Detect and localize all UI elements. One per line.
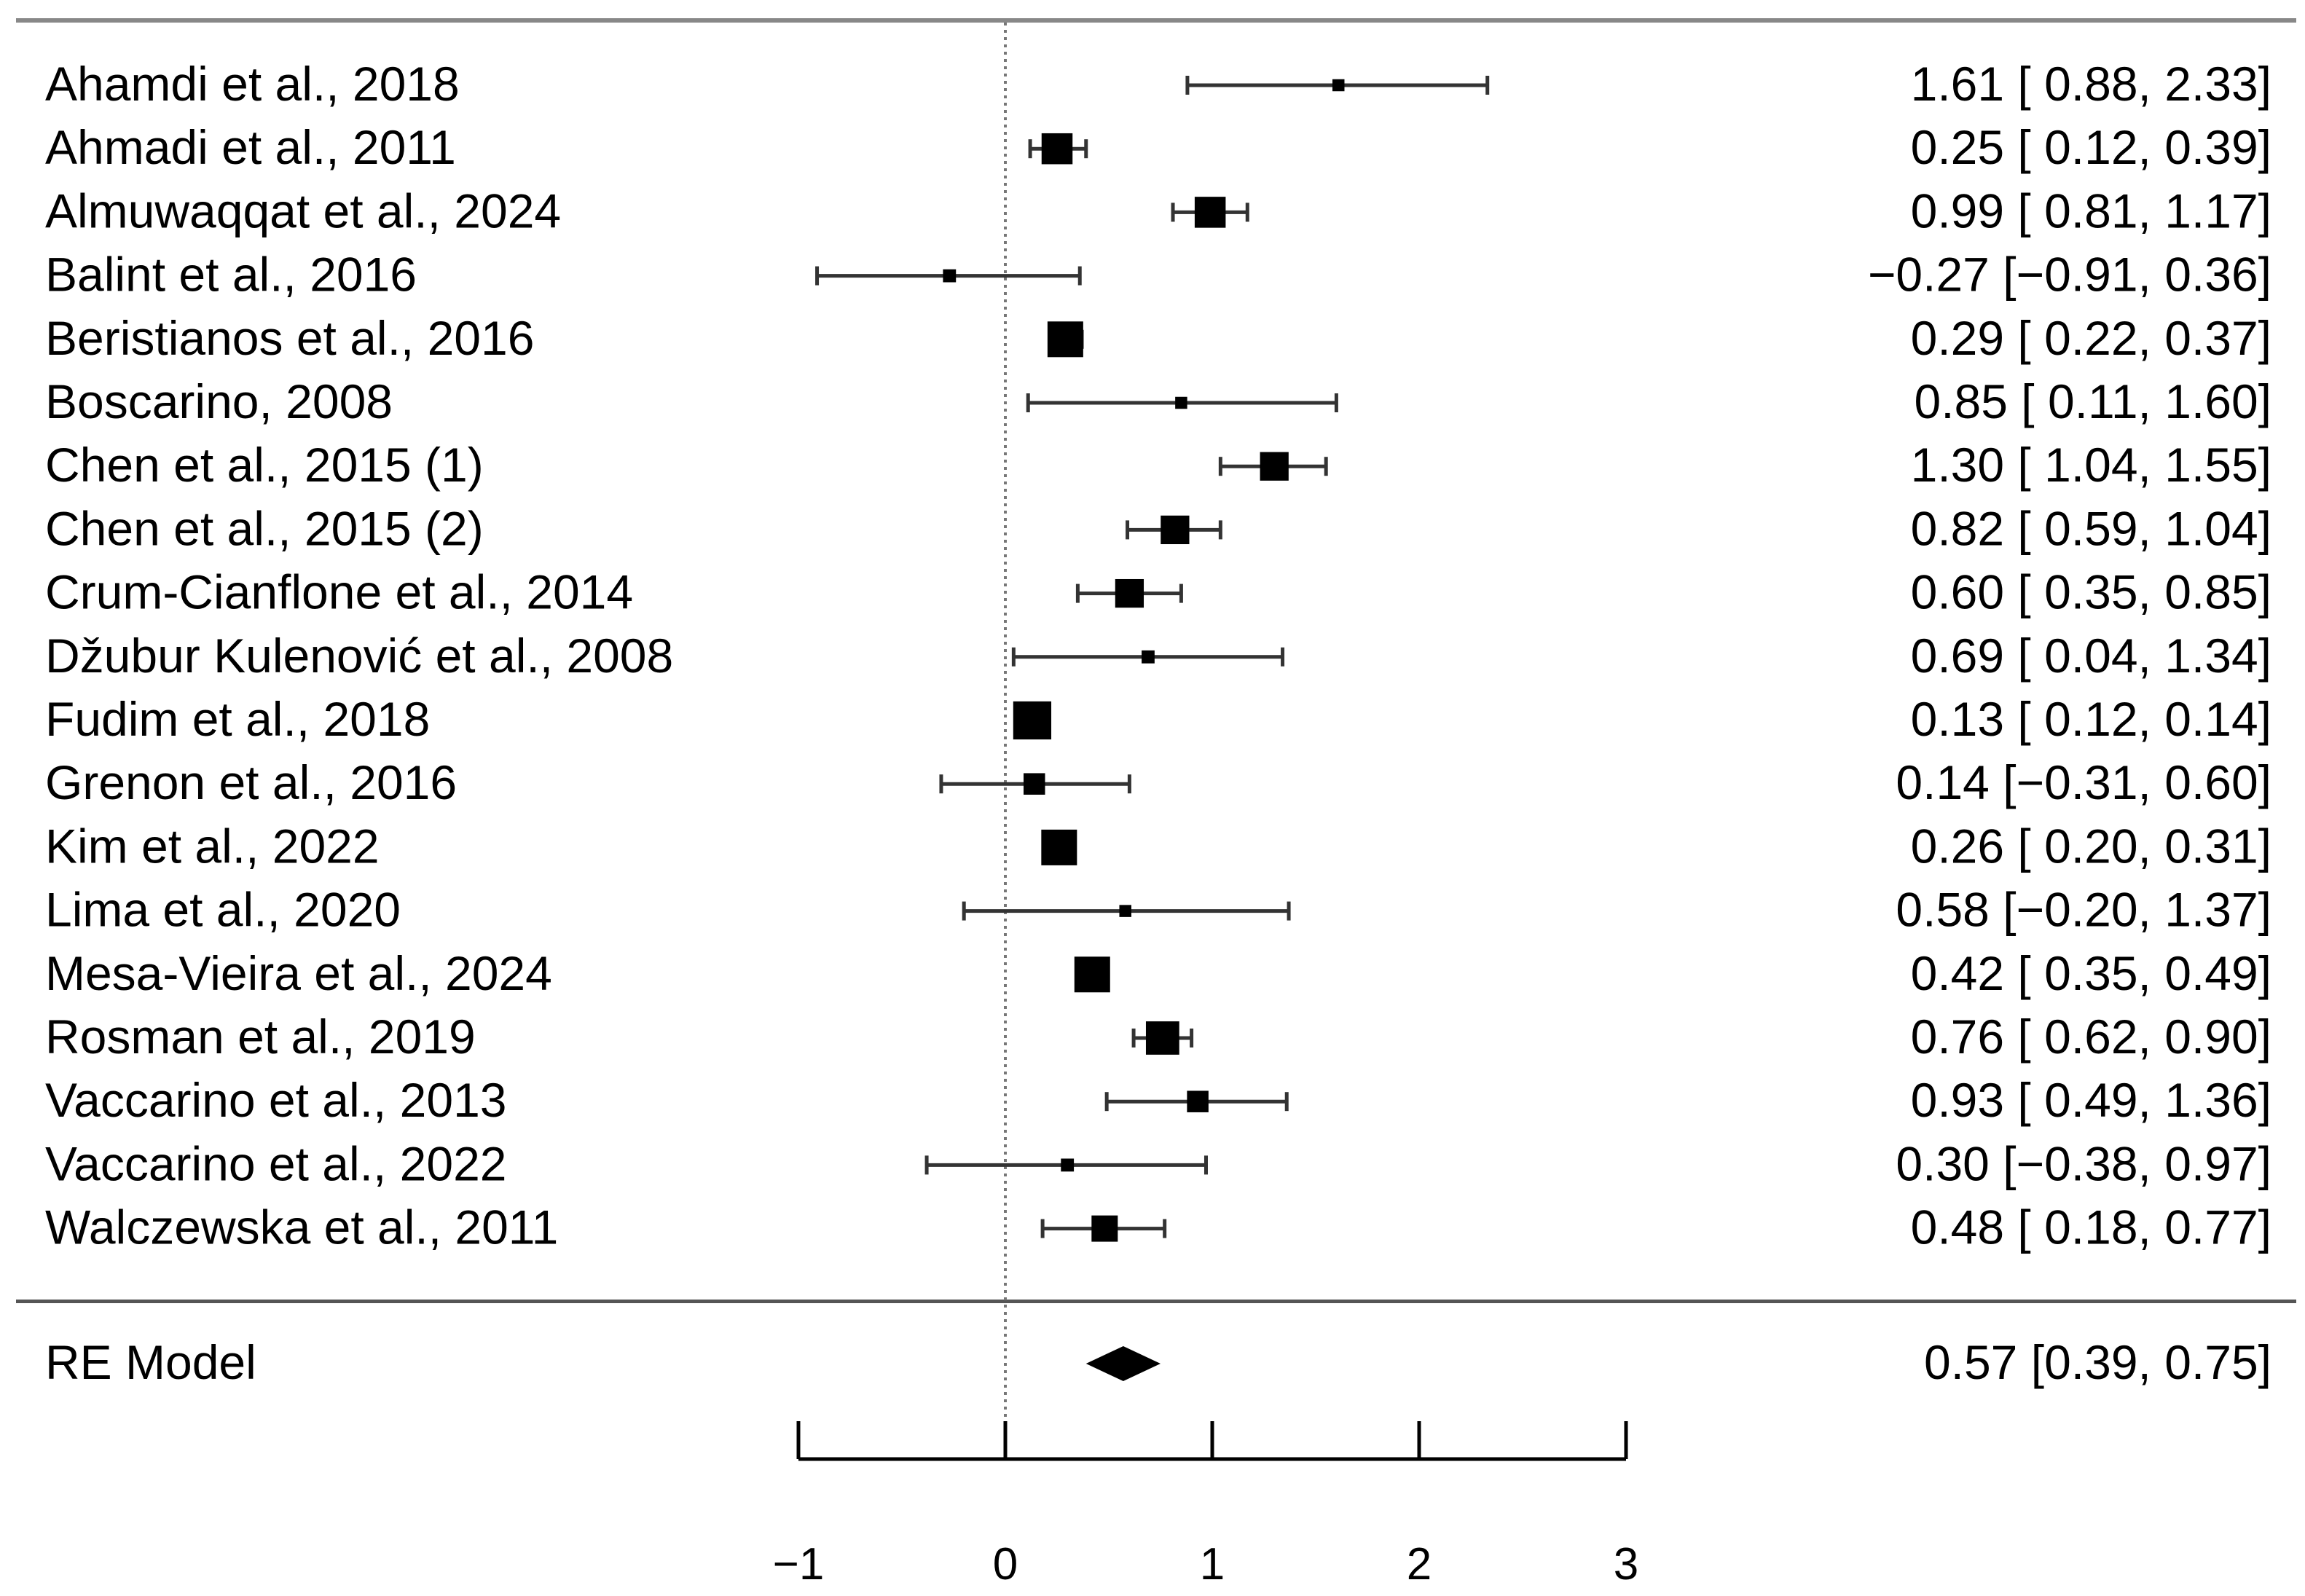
study-row: Beristianos et al., 2016 0.29 [ 0.22, 0.3… bbox=[45, 311, 2271, 365]
estimate-marker bbox=[1175, 396, 1187, 409]
study-effect-text: 0.69 [ 0.04, 1.34] bbox=[1911, 629, 2271, 683]
study-effect-text: 1.30 [ 1.04, 1.55] bbox=[1911, 438, 2271, 492]
study-effect-text: 0.14 [−0.31, 0.60] bbox=[1896, 755, 2271, 809]
estimate-marker bbox=[1061, 1158, 1075, 1172]
study-label: Boscarino, 2008 bbox=[45, 374, 393, 428]
plot-frame bbox=[16, 18, 2296, 1459]
estimate-marker bbox=[1024, 773, 1045, 795]
study-label: Džubur Kulenović et al., 2008 bbox=[45, 629, 673, 683]
study-effect-text: 0.48 [ 0.18, 0.77] bbox=[1911, 1200, 2271, 1254]
study-label: Balint et al., 2016 bbox=[45, 248, 417, 302]
estimate-marker bbox=[943, 269, 957, 283]
study-effect-text: 0.60 [ 0.35, 0.85] bbox=[1911, 565, 2271, 619]
study-effect-text: 1.61 [ 0.88, 2.33] bbox=[1911, 57, 2271, 111]
estimate-marker bbox=[1091, 1215, 1118, 1242]
estimate-marker bbox=[1074, 956, 1110, 993]
summary-row: RE Model 0.57 [0.39, 0.75] bbox=[45, 1335, 2271, 1389]
estimate-marker bbox=[1115, 578, 1144, 608]
study-label: Lima et al., 2020 bbox=[45, 883, 401, 937]
study-row: Crum-Cianflone et al., 2014 0.60 [ 0.35, … bbox=[45, 565, 2271, 619]
study-row: Džubur Kulenović et al., 2008 0.69 [ 0.04… bbox=[45, 629, 2271, 683]
study-row: Ahmadi et al., 2011 0.25 [ 0.12, 0.39] bbox=[45, 120, 2271, 174]
estimate-marker bbox=[1145, 1021, 1179, 1055]
study-row: Walczewska et al., 2011 0.48 [ 0.18, 0.77… bbox=[45, 1200, 2271, 1254]
study-effect-text: 0.42 [ 0.35, 0.49] bbox=[1911, 946, 2271, 1000]
separator-rule bbox=[16, 1300, 2296, 1303]
study-row: Grenon et al., 2016 0.14 [−0.31, 0.60] bbox=[45, 755, 2271, 809]
study-row: Balint et al., 2016 −0.27 [−0.91, 0.36] bbox=[45, 248, 2271, 302]
study-row: Lima et al., 2020 0.58 [−0.20, 1.37] bbox=[45, 883, 2271, 937]
study-row: Boscarino, 2008 0.85 [ 0.11, 1.60] bbox=[45, 374, 2271, 428]
estimate-marker bbox=[1260, 452, 1289, 481]
estimate-marker bbox=[1161, 515, 1190, 545]
study-rows: Ahamdi et al., 2018 1.61 [ 0.88, 2.33] Ahm… bbox=[45, 57, 2271, 1254]
estimate-marker bbox=[1041, 133, 1073, 165]
study-label: Ahmadi et al., 2011 bbox=[45, 120, 456, 174]
study-label: Chen et al., 2015 (2) bbox=[45, 501, 484, 555]
x-tick-label: 1 bbox=[1200, 1539, 1225, 1589]
study-label: Crum-Cianflone et al., 2014 bbox=[45, 565, 633, 619]
study-row: Almuwaqqat et al., 2024 0.99 [ 0.81, 1.17… bbox=[45, 184, 2271, 237]
x-tick-label: −1 bbox=[773, 1539, 825, 1589]
study-label: Walczewska et al., 2011 bbox=[45, 1200, 558, 1254]
study-label: Ahamdi et al., 2018 bbox=[45, 57, 460, 111]
estimate-marker bbox=[1041, 829, 1077, 865]
study-label: Rosman et al., 2019 bbox=[45, 1010, 476, 1064]
x-axis: −1 0 1 2 3 bbox=[773, 1421, 1638, 1589]
estimate-marker bbox=[1332, 79, 1345, 92]
x-tick-label: 0 bbox=[993, 1539, 1018, 1589]
study-row: Kim et al., 2022 0.26 [ 0.20, 0.31] bbox=[45, 819, 2271, 873]
study-label: Kim et al., 2022 bbox=[45, 819, 380, 873]
study-effect-text: −0.27 [−0.91, 0.36] bbox=[1868, 248, 2271, 302]
study-label: Vaccarino et al., 2013 bbox=[45, 1073, 507, 1127]
estimate-marker bbox=[1142, 650, 1155, 664]
summary-effect-text: 0.57 [0.39, 0.75] bbox=[1924, 1335, 2271, 1389]
study-effect-text: 0.76 [ 0.62, 0.90] bbox=[1911, 1010, 2271, 1064]
estimate-marker bbox=[1194, 197, 1226, 228]
study-row: Rosman et al., 2019 0.76 [ 0.62, 0.90] bbox=[45, 1010, 2271, 1064]
study-label: Chen et al., 2015 (1) bbox=[45, 438, 484, 492]
study-effect-text: 0.93 [ 0.49, 1.36] bbox=[1911, 1073, 2271, 1127]
estimate-marker bbox=[1119, 905, 1131, 917]
x-tick-label: 3 bbox=[1614, 1539, 1638, 1589]
study-row: Chen et al., 2015 (1) 1.30 [ 1.04, 1.55] bbox=[45, 438, 2271, 492]
estimate-marker bbox=[1047, 321, 1083, 358]
estimate-marker bbox=[1187, 1090, 1209, 1112]
study-effect-text: 0.26 [ 0.20, 0.31] bbox=[1911, 819, 2271, 873]
study-effect-text: 0.99 [ 0.81, 1.17] bbox=[1911, 184, 2271, 237]
summary-diamond bbox=[1085, 1346, 1161, 1381]
study-effect-text: 0.58 [−0.20, 1.37] bbox=[1896, 883, 2271, 937]
study-row: Chen et al., 2015 (2) 0.82 [ 0.59, 1.04] bbox=[45, 501, 2271, 555]
study-label: Vaccarino et al., 2022 bbox=[45, 1136, 507, 1190]
study-label: Mesa-Vieira et al., 2024 bbox=[45, 946, 552, 1000]
study-row: Vaccarino et al., 2022 0.30 [−0.38, 0.97] bbox=[45, 1136, 2271, 1190]
study-effect-text: 0.82 [ 0.59, 1.04] bbox=[1911, 501, 2271, 555]
study-effect-text: 0.29 [ 0.22, 0.37] bbox=[1911, 311, 2271, 365]
study-row: Vaccarino et al., 2013 0.93 [ 0.49, 1.36] bbox=[45, 1073, 2271, 1127]
x-tick-label: 2 bbox=[1407, 1539, 1432, 1589]
study-effect-text: 0.85 [ 0.11, 1.60] bbox=[1915, 374, 2272, 428]
study-label: Fudim et al., 2018 bbox=[45, 692, 430, 746]
estimate-marker bbox=[1013, 701, 1052, 740]
study-effect-text: 0.30 [−0.38, 0.97] bbox=[1896, 1136, 2271, 1190]
study-row: Ahamdi et al., 2018 1.61 [ 0.88, 2.33] bbox=[45, 57, 2271, 111]
study-row: Mesa-Vieira et al., 2024 0.42 [ 0.35, 0.4… bbox=[45, 946, 2271, 1000]
study-effect-text: 0.13 [ 0.12, 0.14] bbox=[1911, 692, 2271, 746]
top-rule bbox=[16, 18, 2296, 23]
study-label: Almuwaqqat et al., 2024 bbox=[45, 184, 561, 237]
study-row: Fudim et al., 2018 0.13 [ 0.12, 0.14] bbox=[45, 692, 2271, 746]
study-effect-text: 0.25 [ 0.12, 0.39] bbox=[1911, 120, 2271, 174]
study-label: Grenon et al., 2016 bbox=[45, 755, 457, 809]
summary-label: RE Model bbox=[45, 1335, 256, 1389]
study-label: Beristianos et al., 2016 bbox=[45, 311, 534, 365]
